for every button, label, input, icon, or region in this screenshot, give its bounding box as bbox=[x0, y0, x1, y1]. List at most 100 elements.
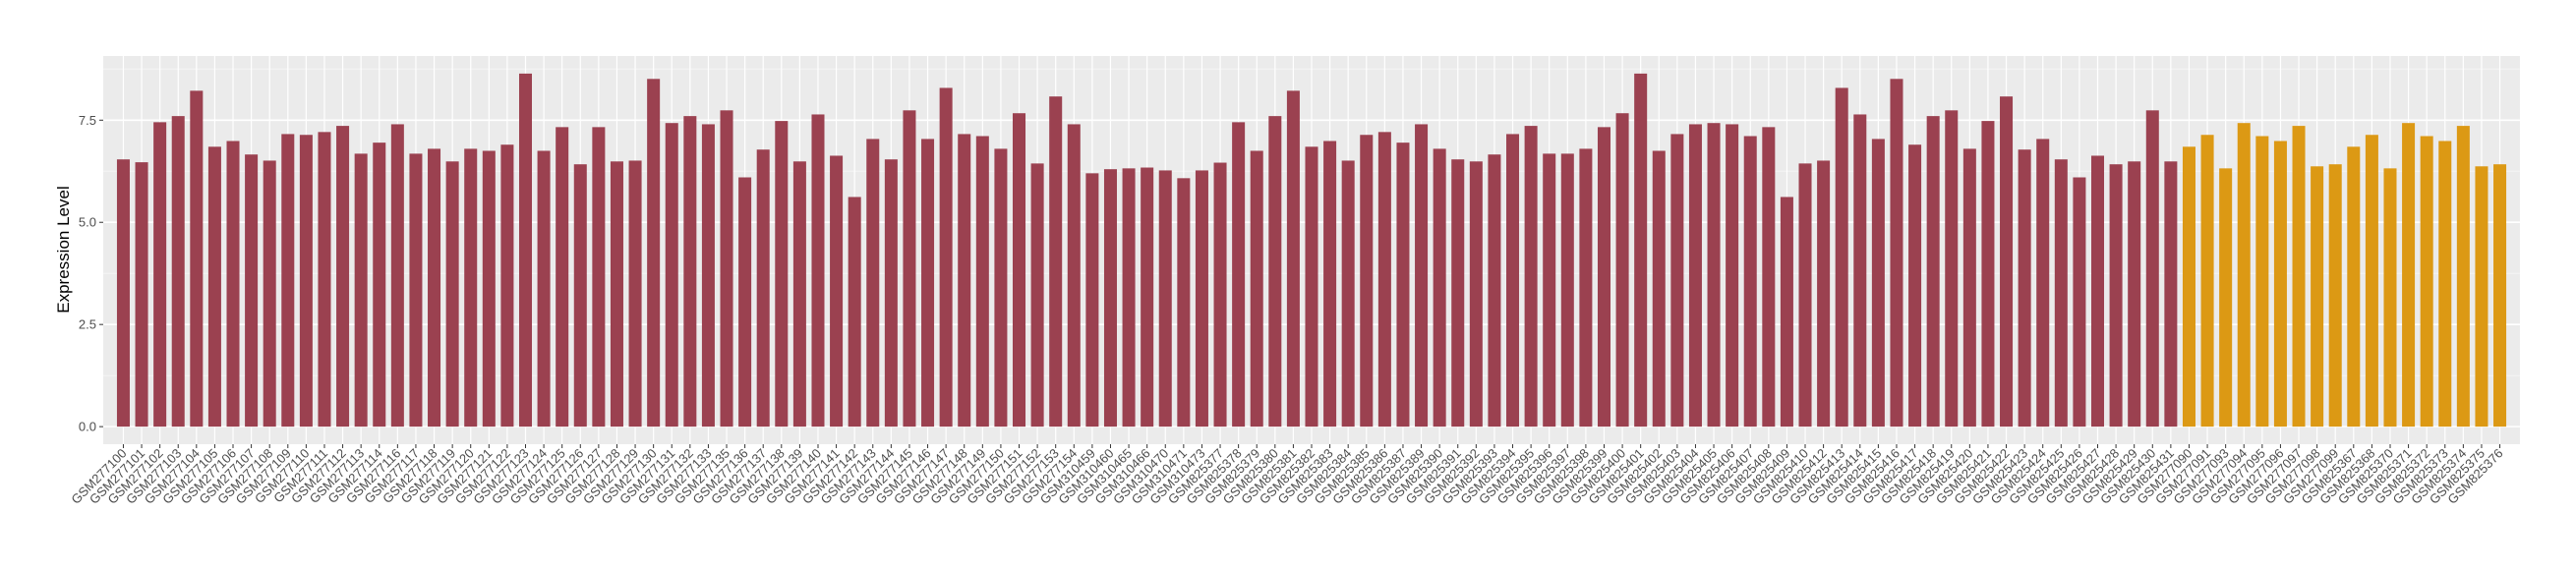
bar bbox=[336, 126, 350, 428]
bar bbox=[1945, 110, 1959, 428]
bar bbox=[2054, 159, 2068, 428]
bar bbox=[1817, 160, 1831, 428]
bar bbox=[1049, 96, 1063, 428]
bar bbox=[701, 124, 715, 428]
bar bbox=[738, 177, 752, 428]
bar bbox=[1615, 113, 1629, 428]
bar bbox=[556, 127, 569, 428]
bar bbox=[428, 148, 441, 428]
bar bbox=[1323, 141, 1337, 428]
bar bbox=[1853, 114, 1867, 428]
bar bbox=[1524, 126, 1538, 428]
bar bbox=[1085, 173, 1099, 428]
bar bbox=[1469, 161, 1483, 428]
bar bbox=[2420, 136, 2433, 428]
bar bbox=[1726, 124, 1739, 428]
bar bbox=[1451, 159, 1465, 428]
bar bbox=[373, 142, 386, 428]
bar bbox=[2237, 123, 2251, 428]
bar bbox=[299, 135, 313, 428]
bar bbox=[1377, 132, 1391, 428]
bar bbox=[2292, 126, 2306, 428]
bar bbox=[2090, 155, 2105, 428]
bar bbox=[2493, 164, 2507, 428]
bar bbox=[628, 160, 642, 428]
bar bbox=[2036, 139, 2050, 428]
bar bbox=[921, 139, 935, 428]
bar bbox=[1743, 136, 1757, 428]
bar bbox=[1213, 162, 1227, 428]
bar bbox=[1341, 160, 1355, 428]
bar bbox=[884, 159, 898, 428]
bar bbox=[1707, 123, 1721, 428]
bar bbox=[2182, 146, 2195, 428]
bar bbox=[1141, 167, 1154, 428]
bar bbox=[2347, 146, 2361, 428]
bar bbox=[1926, 116, 1940, 428]
bar bbox=[2128, 161, 2141, 428]
bar bbox=[647, 79, 661, 428]
bar bbox=[1030, 163, 1044, 428]
bar bbox=[1286, 90, 1300, 428]
bar bbox=[2255, 136, 2269, 428]
bar bbox=[500, 144, 514, 428]
bar bbox=[1981, 121, 1995, 428]
bar bbox=[573, 164, 587, 428]
bar bbox=[2073, 177, 2086, 428]
bar bbox=[354, 153, 368, 428]
bar bbox=[1305, 146, 1318, 428]
bar bbox=[1177, 178, 1191, 428]
bar bbox=[2109, 164, 2123, 428]
bar bbox=[1688, 124, 1702, 428]
bar bbox=[683, 116, 697, 428]
bar bbox=[318, 132, 331, 428]
bar bbox=[2219, 168, 2233, 428]
bar bbox=[1067, 124, 1081, 428]
bar bbox=[2273, 141, 2287, 428]
bar bbox=[1360, 135, 1374, 428]
bar bbox=[1433, 148, 1446, 428]
bar bbox=[2000, 96, 2014, 428]
bar bbox=[1250, 150, 1263, 428]
bar bbox=[245, 154, 259, 428]
bar bbox=[390, 124, 404, 428]
bar bbox=[866, 139, 880, 428]
y-tick-label: 5.0 bbox=[79, 215, 96, 230]
bar bbox=[1232, 122, 1246, 428]
bar bbox=[116, 159, 130, 428]
bar bbox=[2438, 141, 2452, 428]
bar bbox=[1488, 154, 1501, 428]
bar bbox=[2402, 123, 2416, 428]
bars bbox=[116, 73, 2507, 428]
bar bbox=[2200, 135, 2214, 428]
bar bbox=[1122, 168, 1136, 428]
bar bbox=[2145, 110, 2159, 428]
bar bbox=[1597, 127, 1610, 428]
bar bbox=[445, 161, 459, 428]
bar bbox=[1670, 134, 1684, 428]
bar bbox=[2311, 166, 2324, 428]
bar bbox=[1798, 163, 1812, 428]
bar bbox=[2456, 126, 2470, 428]
bar bbox=[464, 148, 478, 428]
bar bbox=[1835, 87, 1848, 428]
bar bbox=[1962, 148, 1976, 428]
y-tick-label: 2.5 bbox=[79, 317, 96, 332]
bar bbox=[1634, 73, 1648, 428]
bar bbox=[1396, 142, 1410, 428]
bar bbox=[2328, 164, 2342, 428]
bar bbox=[848, 197, 861, 428]
bar bbox=[830, 155, 844, 428]
bar bbox=[994, 148, 1008, 428]
bar bbox=[2018, 149, 2031, 428]
bar bbox=[592, 127, 606, 428]
bar bbox=[1579, 148, 1593, 428]
bar bbox=[1871, 139, 1885, 428]
bar bbox=[1103, 169, 1117, 428]
bar bbox=[939, 87, 953, 428]
bar bbox=[2164, 161, 2178, 428]
bar bbox=[1543, 153, 1556, 428]
y-axis-title: Expression Level bbox=[54, 186, 73, 313]
y-axis: 0.0 2.5 5.0 7.5 bbox=[79, 113, 103, 434]
bar bbox=[2383, 168, 2397, 428]
